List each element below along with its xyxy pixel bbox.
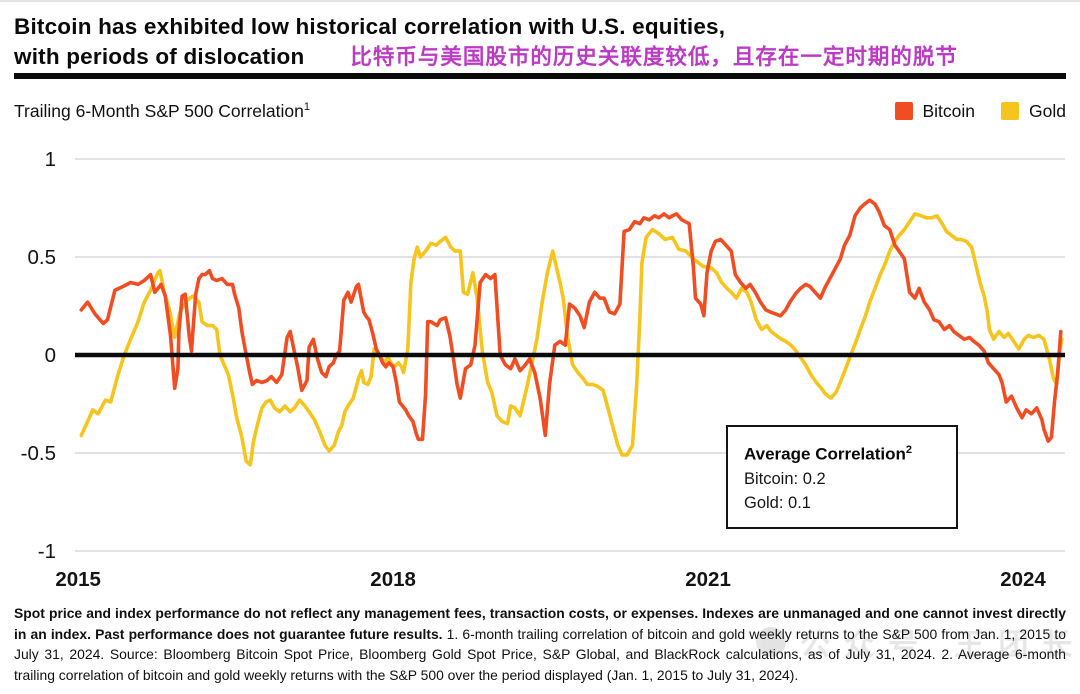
y-axis-label-0: 0 — [45, 344, 56, 367]
bitcoin-swatch-icon — [894, 102, 913, 120]
subtitle-row: Trailing 6-Month S&P 500 Correlation1 Bi… — [14, 98, 1066, 124]
gold-swatch-icon — [1001, 102, 1020, 120]
legend-item-bitcoin: Bitcoin — [894, 100, 976, 122]
page-title: Bitcoin has exhibited low historical cor… — [14, 12, 1070, 72]
chart-subtitle: Trailing 6-Month S&P 500 Correlation1 — [14, 100, 310, 121]
x-axis-label-2024: 2024 — [1000, 568, 1046, 591]
footnote-sources: 1. 6-month trailing correlation of bitco… — [14, 625, 1066, 683]
footnote-disclaimer-bold: Spot price and index performance do not … — [14, 605, 1066, 642]
title-line-1: Bitcoin has exhibited low historical cor… — [14, 14, 726, 39]
x-axis-label-2021: 2021 — [685, 568, 731, 591]
footnote-marker-1: 1 — [303, 100, 310, 113]
gold-line — [79, 212, 1064, 467]
title-chinese: 比特币与美国股市的历史关联度较低，且存在一定时期的脱节 — [350, 45, 958, 69]
footnote-marker-2: 2 — [905, 444, 912, 456]
bitcoin-line — [79, 198, 1063, 444]
legend-label-gold: Gold — [1029, 100, 1066, 121]
legend-label-bitcoin: Bitcoin — [922, 100, 976, 121]
legend-item-gold: Gold — [1001, 101, 1066, 122]
y-axis-label-1: 1 — [45, 148, 56, 171]
title-divider — [14, 73, 1066, 79]
x-axis-label-2018: 2018 — [370, 568, 416, 591]
average-correlation-callout: Average Correlation2 Bitcoin: 0.2 Gold: … — [726, 425, 958, 529]
correlation-line-chart: 1 0.5 0 -0.5 -1 2015 2018 2021 2024 — [21, 148, 1065, 591]
callout-title: Average Correlation2 — [744, 444, 912, 464]
y-axis-label--0.5: -0.5 — [21, 442, 56, 465]
callout-gold-value: Gold: 0.1 — [744, 493, 811, 512]
x-axis-label-2015: 2015 — [55, 568, 101, 591]
title-line-2: with periods of dislocation — [14, 44, 305, 69]
chart-legend: Bitcoin Gold — [894, 100, 1066, 122]
callout-bitcoin-value: Bitcoin: 0.2 — [744, 469, 826, 488]
y-axis-label--1: -1 — [38, 540, 56, 563]
y-axis-label-0.5: 0.5 — [28, 246, 57, 269]
footnote-text: Spot price and index performance do not … — [14, 603, 1066, 685]
